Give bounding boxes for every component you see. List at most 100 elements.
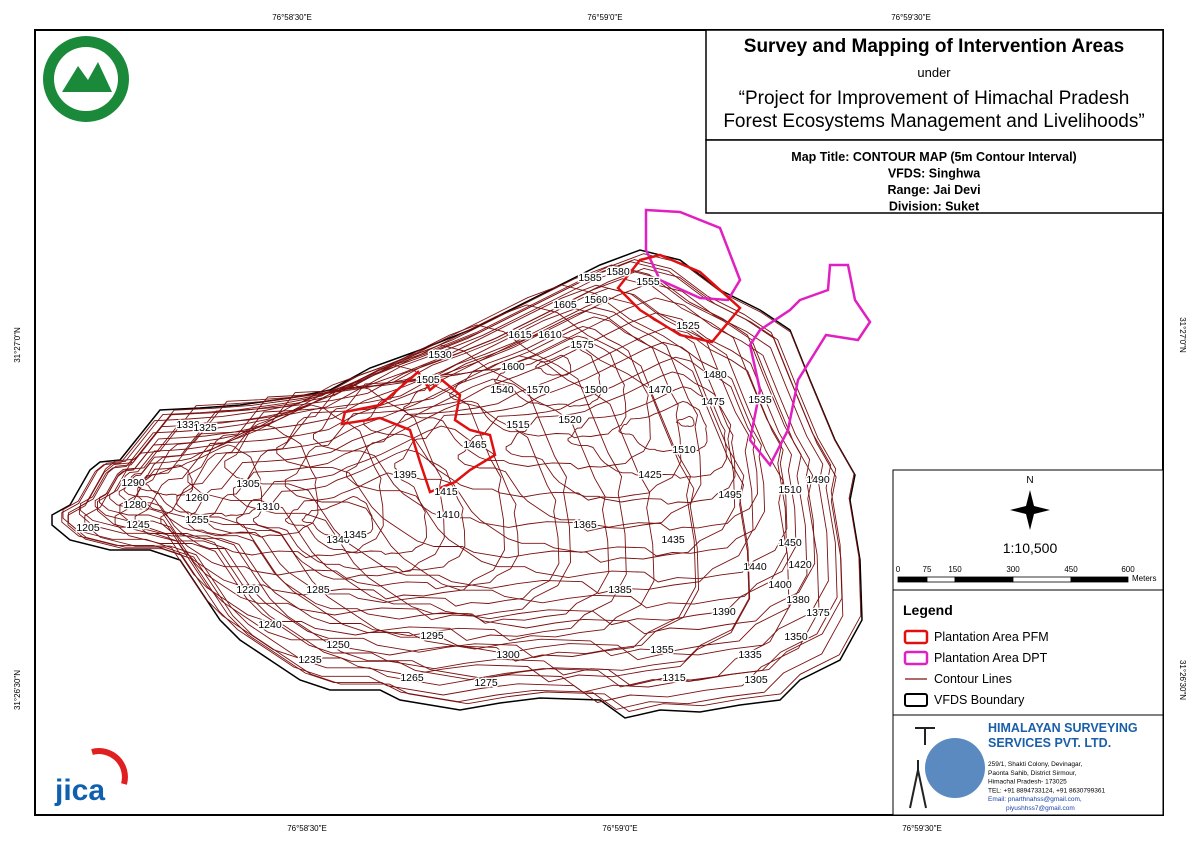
contour-label: 1325 (193, 422, 217, 434)
contour-line (94, 344, 572, 621)
coord-top: 76°58'30"E (272, 13, 312, 22)
contour-line (494, 345, 601, 408)
contour-label: 1345 (343, 529, 367, 541)
contour-label: 1475 (701, 396, 725, 408)
contour-label: 1575 (570, 339, 594, 351)
contour-line (61, 264, 820, 703)
jica: jica (54, 774, 105, 807)
map-info: Map Title: CONTOUR MAP (5m Contour Inter… (791, 150, 1076, 214)
project: “Project for Improvement of Himachal Pra… (739, 88, 1130, 109)
scale-segment (897, 576, 928, 583)
address-line: Paonta Sahib, District Sirmour, (988, 770, 1077, 777)
contour-line (346, 327, 788, 583)
contour-label: 1570 (526, 384, 550, 396)
contour-label: 1240 (258, 619, 282, 631)
contour-label: 1275 (474, 677, 498, 689)
coord-top: 76°59'30"E (891, 13, 931, 22)
contour-line (137, 268, 808, 657)
contour-label: 1315 (662, 672, 686, 684)
contour-label: 1220 (236, 584, 260, 596)
legend-label: Plantation Area PFM (934, 630, 1049, 644)
contour-label: 1255 (185, 514, 209, 526)
contour-line (449, 335, 627, 439)
north-arrow (1010, 490, 1050, 530)
coord-bottom: 76°58'30"E (287, 824, 327, 833)
coord-right: 31°27'0"N (1178, 317, 1187, 353)
map-frame (34, 29, 1164, 816)
coord-left: 31°26'30"N (13, 670, 22, 710)
contour-label: 1480 (703, 369, 727, 381)
contour-label: 1410 (436, 509, 460, 521)
legend-swatch (904, 693, 928, 707)
coord-right: 31°26'30"N (1178, 660, 1187, 700)
legend-label: Plantation Area DPT (934, 651, 1048, 665)
contour-line (139, 464, 194, 496)
contour-label: 1530 (428, 349, 452, 361)
address-line: piyushhss7@gmail.com (1006, 805, 1075, 812)
contour-line (236, 425, 519, 590)
contour-label: 1350 (784, 631, 808, 643)
contour-line (160, 355, 655, 641)
contour-label: 1385 (608, 584, 632, 596)
contour-label: 1415 (434, 486, 458, 498)
contour-line (206, 402, 560, 607)
contour-label: 1375 (806, 607, 830, 619)
contour-line (457, 356, 758, 531)
contour-line (394, 341, 766, 557)
contour-label: 1380 (786, 594, 810, 606)
info-line: Map Title: CONTOUR MAP (5m Contour Inter… (791, 150, 1076, 164)
contour-line (676, 415, 695, 427)
scale-segment (954, 576, 1014, 583)
contour-label: 1335 (738, 649, 762, 661)
contour-label: 1265 (400, 672, 424, 684)
contour-line (119, 268, 843, 687)
contour-line (109, 384, 445, 579)
globe (925, 738, 985, 798)
instrument-icon (909, 727, 935, 809)
coordinates: 76°58'30"E 76°59'0"E 76°59'30"E 76°58'30"E 7… (13, 13, 1187, 833)
scale-ratio: 1:10,500 (1003, 540, 1058, 556)
contour-label: 1520 (558, 414, 582, 426)
contour-line (134, 331, 700, 659)
contour-label: 1500 (584, 384, 608, 396)
scale-tick-label: 300 (1006, 565, 1020, 574)
contour-line (137, 444, 263, 517)
title: Survey and Mapping of Intervention Areas (744, 36, 1124, 57)
contour-line (285, 472, 427, 555)
legend-title: Legend (903, 602, 953, 618)
scale-segment (1012, 576, 1072, 583)
contour-label: 1555 (636, 276, 660, 288)
contour-label: 1505 (416, 374, 440, 386)
contour-line (84, 284, 790, 693)
contour-line (301, 496, 374, 538)
contour-line (185, 378, 610, 624)
contour-label: 1340 (326, 534, 350, 546)
north: N (1026, 475, 1033, 486)
address-line: Himachal Pradesh- 173025 (988, 779, 1067, 786)
contour-label: 1470 (648, 384, 672, 396)
contour-line (313, 306, 702, 532)
contour-label: 1355 (650, 644, 674, 656)
contour-label: 1245 (126, 519, 150, 531)
scale-tick-label: 150 (948, 565, 962, 574)
contour-label: 1580 (606, 266, 630, 278)
contour-line (79, 324, 627, 641)
contour-label: 1600 (501, 361, 525, 373)
jica-logo: jica (54, 748, 128, 807)
company-name: SERVICES PVT. LTD. (988, 736, 1111, 750)
contour-line (176, 282, 829, 661)
scale-segment (926, 576, 956, 583)
scale-unit: Meters (1132, 574, 1156, 583)
contour-label: 1510 (778, 484, 802, 496)
contour-line (535, 354, 572, 377)
contour-label: 1285 (306, 584, 330, 596)
contour-label: 1295 (420, 630, 444, 642)
contour-line (618, 401, 708, 453)
scale-tick-label: 0 (896, 565, 901, 574)
contour-label: 1615 (508, 329, 532, 341)
legend: Plantation Area PFM Plantation Area DPT Co… (903, 629, 1049, 707)
pfm-area (340, 253, 742, 494)
under: under (917, 65, 951, 80)
coord-bottom: 76°59'30"E (902, 824, 942, 833)
